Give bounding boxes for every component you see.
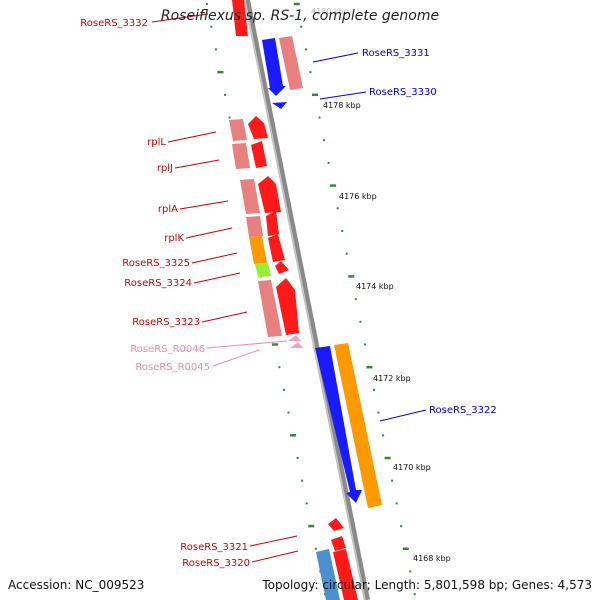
- label-RoseRS_3321[interactable]: RoseRS_3321: [180, 542, 248, 553]
- gene-steel-feature[interactable]: [316, 549, 340, 600]
- gene-rplJ-arrow[interactable]: [251, 141, 267, 168]
- gene-RoseRS_3330-pink[interactable]: [279, 36, 303, 90]
- label-rplL[interactable]: rplL: [147, 137, 166, 148]
- ruler-label-4172: 4172 kbp: [373, 374, 411, 383]
- gene-RoseRS_3331[interactable]: [262, 38, 286, 96]
- gene-rplK-arrow[interactable]: [266, 211, 279, 236]
- gene-RoseRS_R0045[interactable]: [290, 342, 303, 348]
- label-RoseRS_3320[interactable]: RoseRS_3320: [182, 558, 250, 569]
- label-rplA[interactable]: rplA: [158, 204, 178, 215]
- right-genes: [262, 36, 382, 508]
- left-genes: [229, 0, 358, 600]
- gene-RoseRS_3320-box[interactable]: [331, 536, 346, 551]
- gene-RoseRS_3325-box[interactable]: [249, 236, 267, 264]
- ruler-label-4180: 4180 kbp: [311, 7, 349, 16]
- gene-rplL-arrow[interactable]: [248, 116, 268, 139]
- ruler-label-4176: 4176 kbp: [339, 192, 377, 201]
- gene-RoseRS_3324-box[interactable]: [255, 263, 271, 277]
- label-RoseRS_3330[interactable]: RoseRS_3330: [369, 87, 437, 98]
- label-rplK[interactable]: rplK: [164, 233, 184, 244]
- topology-text: Topology: circular; Length: 5,801,598 bp…: [262, 578, 592, 592]
- gene-RoseRS_3320-red[interactable]: [333, 549, 358, 600]
- gene-rplL-box[interactable]: [229, 119, 247, 141]
- ruler-label-4168: 4168 kbp: [413, 554, 451, 563]
- gene-RoseRS_3324-arrow[interactable]: [275, 261, 289, 274]
- gene-rplA-arrow[interactable]: [258, 176, 281, 213]
- label-RoseRS_R0046[interactable]: RoseRS_R0046: [130, 344, 205, 355]
- label-rplJ[interactable]: rplJ: [157, 163, 173, 174]
- gene-RoseRS_3321[interactable]: [328, 518, 344, 531]
- label-RoseRS_3324[interactable]: RoseRS_3324: [124, 278, 192, 289]
- gene-RoseRS_3322-orange[interactable]: [334, 343, 382, 508]
- label-RoseRS_3322[interactable]: RoseRS_3322: [429, 405, 497, 416]
- gene-RoseRS_3323-box[interactable]: [258, 280, 282, 337]
- leader-lines: [151, 13, 427, 563]
- ruler-label-4174: 4174 kbp: [356, 282, 394, 291]
- ruler-label-4170: 4170 kbp: [393, 463, 431, 472]
- label-RoseRS_3325[interactable]: RoseRS_3325: [122, 258, 190, 269]
- gene-rplA-box[interactable]: [240, 179, 260, 214]
- ruler-label-4178: 4178 kbp: [323, 101, 361, 110]
- genome-title: Roseiflexus sp. RS-1, complete genome: [160, 8, 440, 24]
- genome-backbone: [244, 0, 370, 600]
- gene-RoseRS_3332[interactable]: [232, 0, 248, 36]
- label-RoseRS_R0045[interactable]: RoseRS_R0045: [135, 362, 210, 373]
- genome-backbone-highlight: [244, 0, 366, 600]
- ruler-labels: 4180 kbp 4178 kbp 4176 kbp 4174 kbp 4172…: [311, 7, 451, 563]
- gene-RoseRS_3325-arrow[interactable]: [268, 234, 285, 262]
- accession-text: Accession: NC_009523: [8, 578, 145, 592]
- gene-RoseRS_3322-blue[interactable]: [315, 346, 362, 503]
- gene-RoseRS_R0046[interactable]: [288, 335, 301, 341]
- outer-ruler-ticks: [293, 2, 416, 596]
- gene-RoseRS_3323-arrow[interactable]: [276, 278, 299, 335]
- label-RoseRS_3323[interactable]: RoseRS_3323: [132, 317, 200, 328]
- gene-rplK-box[interactable]: [246, 216, 263, 237]
- gene-labels: RoseRS_3332 rplL rplJ rplA rplK RoseRS_3…: [80, 18, 496, 569]
- gene-RoseRS_3330-arrow[interactable]: [272, 102, 287, 109]
- label-RoseRS_3332[interactable]: RoseRS_3332: [80, 18, 148, 29]
- gene-rplJ-box[interactable]: [232, 143, 250, 169]
- label-RoseRS_3331[interactable]: RoseRS_3331: [362, 48, 430, 59]
